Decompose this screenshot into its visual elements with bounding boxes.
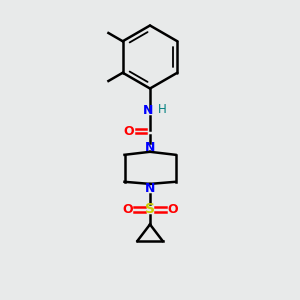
Text: N: N [145, 182, 155, 195]
Text: H: H [158, 103, 167, 116]
Text: O: O [122, 203, 133, 216]
Text: N: N [145, 141, 155, 154]
Text: O: O [123, 125, 134, 138]
Text: N: N [142, 103, 153, 117]
Text: S: S [145, 202, 155, 216]
Text: O: O [167, 203, 178, 216]
